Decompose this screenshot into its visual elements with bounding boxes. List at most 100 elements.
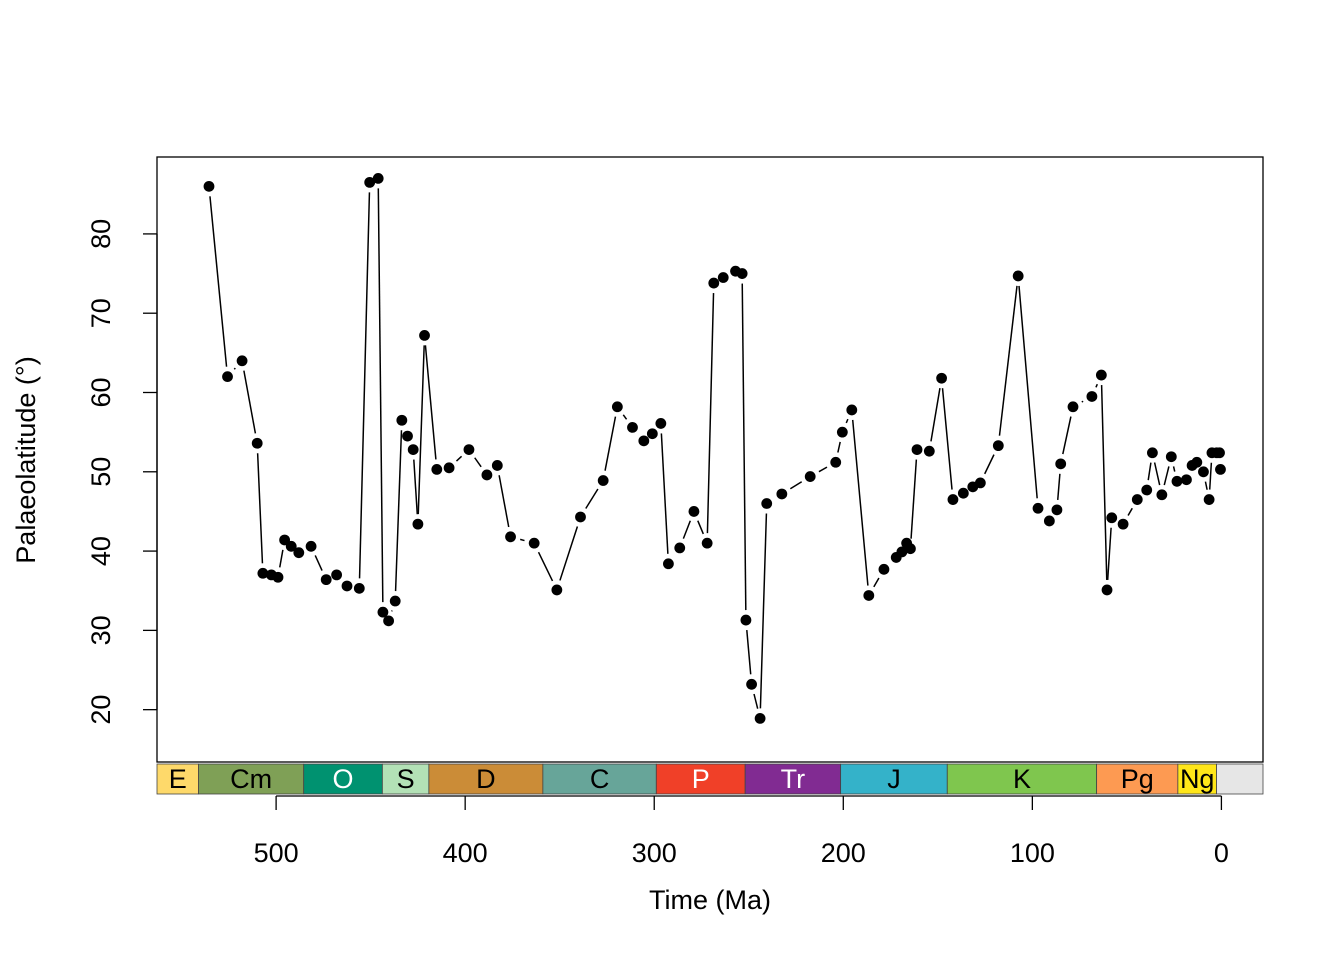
y-tick-label: 60 [86,377,116,407]
data-point [878,563,890,575]
data-point [701,537,713,549]
series-line-segment [1100,385,1108,580]
period-label: Pg [1121,764,1154,794]
x-axis: 500 400 300 200 100 0 [254,795,1229,868]
data-point [257,567,269,579]
data-point [463,444,475,455]
period-box-p [655,763,746,795]
series-line-segment [209,196,228,367]
series-line-segment [1163,466,1170,486]
data-point [320,574,332,586]
data-point [776,488,788,500]
series-line-segment [1106,527,1112,581]
period-box-j [840,763,948,795]
period-label: C [590,764,610,794]
period-box-k [946,763,1098,795]
series-line-segment [1147,462,1152,481]
y-tick-label: 50 [86,457,116,487]
series-line-segment [622,414,628,420]
data-point [1067,401,1079,413]
period-label: K [1013,764,1031,794]
data-point [1191,456,1203,468]
series-line-segment [413,459,419,515]
data-point [740,614,752,626]
data-point [528,537,540,549]
data-point [836,426,848,438]
data-point [754,712,766,724]
period-label: Tr [781,764,805,794]
series-line-segment [845,418,849,424]
data-point [331,569,343,581]
series-line-segment [585,488,599,509]
series-line-segment [706,293,715,534]
data-point [1043,515,1055,527]
series-line-segment [424,345,437,460]
data-point [957,487,969,499]
period-label: D [476,764,496,794]
series-line-segment [741,283,747,611]
series-line-segment [417,345,425,515]
data-point [611,401,623,413]
series-line-segment [1172,466,1176,472]
series-line-segment [682,520,692,539]
data-point [285,540,297,552]
data-point [896,546,908,558]
series-line-segment [753,693,759,709]
data-point [353,582,365,594]
x-tick-label: 300 [632,838,677,868]
data-point [992,440,1004,452]
data-point [655,418,667,429]
data-point [1012,270,1024,282]
data-point [1086,391,1098,402]
series-line-segment [279,549,284,568]
data-point [1215,464,1226,475]
data-point [251,437,263,449]
data-point [1131,494,1143,505]
data-point [736,268,748,279]
data-point [1106,512,1118,524]
data-point [974,477,986,489]
data-point [491,460,503,471]
series-line-segment [1204,481,1208,490]
y-tick-label: 70 [86,298,116,328]
period-box-tr [744,763,842,795]
data-point [341,580,353,592]
period-label: E [169,764,187,794]
series-line-segment [746,629,752,675]
x-tick-label: 400 [443,838,488,868]
series-line-segment [377,188,384,603]
data-point [443,462,455,474]
period-label: Ng [1180,764,1215,794]
period-box-ng [1177,763,1217,795]
data-point [305,540,317,552]
series-line-segment [474,457,482,468]
period-label: O [333,764,354,794]
data-point [419,330,430,341]
series-line-segment [1062,416,1072,455]
series-line-segment [1095,383,1099,388]
series-line-segment [660,433,669,554]
data-point [627,421,638,433]
data-point [372,173,384,184]
data-point [402,430,413,442]
data-point [1117,518,1129,530]
series-line-segment [1153,462,1161,486]
series-line-segment [818,466,828,473]
period-label: P [692,764,710,794]
data-point [804,471,816,482]
data-point [1203,494,1215,505]
data-point [1171,475,1183,487]
data-point [389,595,401,607]
data-point [863,590,875,601]
series-line-segment [930,387,941,442]
series-line-segment [851,419,869,586]
data-point [1141,484,1153,496]
data-point [1055,458,1067,470]
data-point [846,404,858,416]
data-point [708,277,720,289]
period-box-d [428,763,544,795]
data-point [1051,504,1063,516]
data-point [1156,489,1168,501]
data-point [830,456,842,468]
series-line-segment [256,453,264,564]
